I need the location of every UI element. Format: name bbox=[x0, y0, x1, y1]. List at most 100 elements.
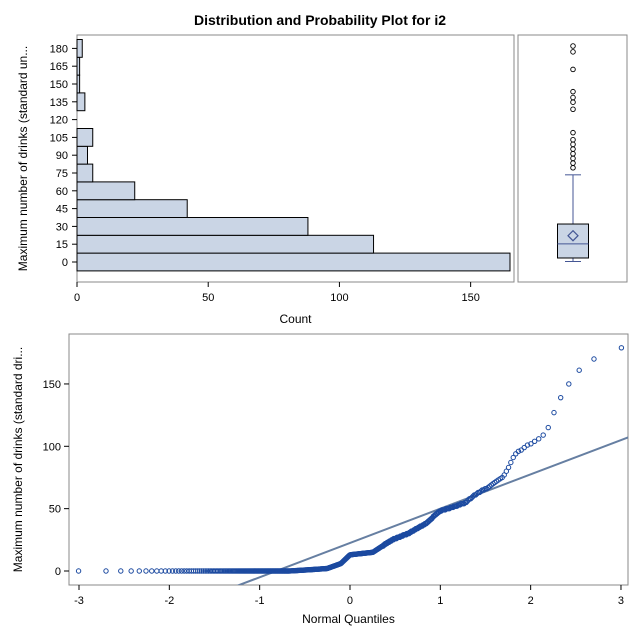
box-outlier bbox=[570, 66, 576, 73]
y-tick-label: 135 bbox=[50, 97, 68, 109]
x-tick-label: 150 bbox=[461, 292, 479, 304]
histogram-bar bbox=[76, 234, 375, 254]
qq-point bbox=[528, 441, 534, 447]
x-tick-label: 100 bbox=[330, 292, 348, 304]
x-tick-label: 0 bbox=[74, 292, 80, 304]
qq-point bbox=[178, 568, 185, 574]
x-axis-title: Count bbox=[279, 312, 312, 326]
qq-point bbox=[505, 464, 512, 471]
qq-point bbox=[510, 454, 516, 461]
qq-point bbox=[481, 487, 487, 493]
qq-point bbox=[200, 568, 207, 574]
histogram-bar bbox=[76, 39, 83, 58]
qq-point bbox=[118, 568, 124, 574]
histogram-bar bbox=[76, 74, 81, 94]
box-outlier bbox=[570, 160, 576, 166]
qq-point bbox=[181, 568, 187, 574]
qq-point bbox=[545, 424, 551, 431]
qq-point bbox=[202, 568, 208, 574]
y-tick-label: 150 bbox=[43, 379, 61, 391]
x-axis-title: Normal Quantiles bbox=[302, 612, 395, 626]
qq-point bbox=[551, 409, 557, 416]
qq-reference-line bbox=[236, 436, 628, 585]
qq-point bbox=[166, 568, 172, 574]
histogram-bar bbox=[76, 181, 136, 201]
qq-point bbox=[524, 442, 531, 448]
box-outlier bbox=[570, 43, 576, 49]
qq-point bbox=[576, 367, 582, 373]
chart-title: Distribution and Probability Plot for i2 bbox=[194, 12, 446, 28]
box-outlier bbox=[570, 136, 576, 143]
x-tick-label: 2 bbox=[528, 595, 534, 607]
qq-point bbox=[103, 568, 109, 574]
qq-point bbox=[536, 436, 542, 442]
qq-point bbox=[198, 568, 205, 574]
box-outlier bbox=[570, 141, 576, 148]
y-tick-label: 120 bbox=[50, 115, 68, 127]
histogram-bar bbox=[76, 128, 94, 147]
y-tick-label: 60 bbox=[56, 186, 68, 198]
box-outlier bbox=[570, 106, 576, 112]
qq-point bbox=[478, 488, 484, 494]
qq-point bbox=[195, 568, 201, 574]
histogram-bar bbox=[76, 217, 309, 236]
histogram-bar bbox=[76, 163, 94, 183]
qq-point bbox=[197, 568, 203, 574]
box-outlier bbox=[570, 150, 576, 157]
box-outlier bbox=[570, 94, 576, 101]
qq-point bbox=[515, 448, 522, 454]
qq-point bbox=[128, 568, 134, 574]
qq-point bbox=[566, 381, 572, 387]
x-tick-label: 3 bbox=[618, 595, 624, 607]
qq-point bbox=[540, 432, 546, 438]
x-tick-label: 1 bbox=[437, 595, 443, 607]
histogram-bar bbox=[76, 252, 511, 272]
histogram-bar bbox=[76, 92, 86, 112]
x-tick-label: 0 bbox=[347, 595, 353, 607]
box-outlier bbox=[570, 155, 576, 162]
x-tick-label: -2 bbox=[164, 595, 174, 607]
qq-point bbox=[143, 568, 149, 574]
y-tick-label: 105 bbox=[50, 132, 68, 144]
box-outlier bbox=[570, 165, 576, 171]
qq-point bbox=[173, 568, 179, 574]
qq-point bbox=[618, 345, 625, 351]
qq-point bbox=[474, 490, 480, 497]
qq-point bbox=[169, 568, 176, 574]
x-tick-label: -1 bbox=[255, 595, 265, 607]
y-axis-title: Maximum number of drinks (standard un... bbox=[16, 46, 30, 271]
histogram-bar bbox=[76, 199, 188, 218]
box-outlier bbox=[570, 129, 576, 136]
qq-point bbox=[513, 451, 519, 457]
box-outlier bbox=[570, 99, 576, 105]
y-tick-label: 45 bbox=[56, 204, 68, 216]
qq-point bbox=[136, 568, 142, 574]
qq-point bbox=[176, 568, 182, 574]
boxplot-frame bbox=[517, 34, 628, 283]
qq-point bbox=[75, 568, 82, 574]
x-tick-label: 50 bbox=[202, 292, 214, 304]
qq-point bbox=[149, 568, 155, 574]
qq-point bbox=[591, 356, 597, 362]
x-tick-label: -3 bbox=[74, 595, 84, 607]
y-tick-label: 150 bbox=[50, 79, 68, 91]
qq-point bbox=[531, 438, 538, 445]
y-tick-label: 75 bbox=[56, 168, 68, 180]
qq-point bbox=[154, 568, 160, 574]
qq-frame bbox=[68, 333, 629, 586]
y-tick-label: 90 bbox=[56, 150, 68, 162]
histogram-bar bbox=[76, 56, 81, 76]
y-tick-label: 0 bbox=[62, 257, 68, 269]
box-mean-marker bbox=[567, 229, 579, 242]
box-outlier bbox=[570, 49, 576, 55]
y-tick-label: 165 bbox=[50, 61, 68, 73]
y-tick-label: 15 bbox=[56, 239, 68, 251]
qq-point bbox=[508, 459, 514, 466]
y-tick-label: 0 bbox=[55, 566, 61, 578]
y-tick-label: 100 bbox=[43, 441, 61, 453]
y-tick-label: 180 bbox=[50, 43, 68, 55]
histogram-bar bbox=[76, 145, 88, 165]
y-tick-label: 50 bbox=[49, 504, 61, 516]
